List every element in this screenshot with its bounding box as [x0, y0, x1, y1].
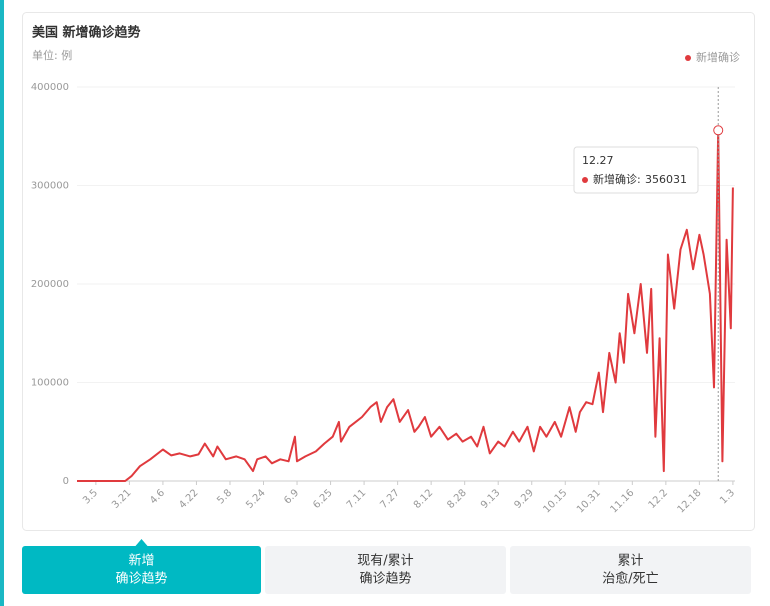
- unit-label: 单位: 例: [32, 48, 72, 62]
- tab-label[interactable]: 确诊趋势: [115, 571, 167, 587]
- tooltip-name: 新增确诊: [593, 172, 637, 186]
- tab-label[interactable]: 累计: [617, 554, 643, 569]
- tooltip-marker: [582, 177, 588, 183]
- line: [77, 129, 734, 482]
- y-tick-label: 400000: [31, 82, 69, 93]
- tab-label[interactable]: 现有/累计: [357, 554, 413, 569]
- tab[interactable]: [265, 546, 506, 594]
- tooltip-box: [573, 146, 699, 194]
- tab[interactable]: [510, 546, 751, 594]
- y-tick-label: 100000: [31, 378, 69, 389]
- tooltip: 12.27 新增确诊:356031: [573, 146, 699, 194]
- chart-title: 美国 新增确诊趋势: [32, 25, 141, 41]
- side-stripe: [0, 0, 4, 606]
- hover-point: [713, 125, 724, 136]
- tab-label[interactable]: 确诊趋势: [359, 571, 411, 587]
- legend-marker: [685, 55, 691, 61]
- tooltip-date: 12.27: [582, 154, 614, 167]
- y-tick-label: 0: [63, 476, 69, 487]
- y-tick-label: 200000: [31, 279, 69, 290]
- tab-label[interactable]: 新增: [128, 553, 154, 569]
- tooltip-value: 356031: [645, 173, 687, 186]
- card: [22, 12, 755, 531]
- y-tick-label: 300000: [31, 181, 69, 192]
- tooltip-sep: :: [637, 173, 641, 186]
- legend-label: 新增确诊: [696, 50, 740, 64]
- tab-label[interactable]: 治愈/死亡: [602, 572, 658, 587]
- tab[interactable]: [22, 546, 261, 594]
- tab-pointer: [135, 539, 148, 546]
